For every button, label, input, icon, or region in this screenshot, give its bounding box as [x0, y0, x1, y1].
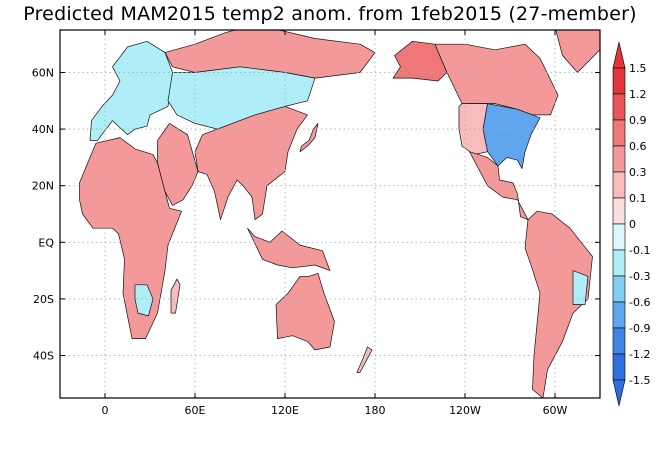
colorbar-band [612, 93, 626, 121]
colorbar-label: -1.5 [629, 374, 650, 387]
colorbar-top-triangle [612, 41, 626, 69]
colorbar-label: -0.1 [629, 244, 650, 257]
lat-tick-label: 40N [32, 123, 54, 136]
colorbar-band [612, 67, 626, 95]
region-madagascar [170, 278, 181, 314]
map-title: Predicted MAM2015 temp2 anom. from 1feb2… [23, 3, 637, 25]
colorbar-label: 0.3 [629, 166, 647, 179]
colorbar-label: 0.1 [629, 192, 647, 205]
colorbar-band [612, 145, 626, 173]
colorbar-label: -0.9 [629, 322, 650, 335]
region-australia [275, 273, 335, 351]
colorbar-band [612, 301, 626, 329]
region-maritime [247, 227, 331, 271]
colorbar-band [612, 223, 626, 251]
colorbar-band [612, 353, 626, 381]
lat-tick-label: 60N [32, 66, 54, 79]
colorbar-band [612, 249, 626, 277]
colorbar-band [612, 275, 626, 303]
region-new-zealand [356, 346, 373, 373]
region-europe [89, 40, 173, 141]
lon-tick-label: 120E [271, 404, 299, 417]
lat-tick-label: 20N [32, 180, 54, 193]
lon-tick-label: 60W [543, 404, 568, 417]
lat-tick-label: 40S [33, 350, 54, 363]
colorbar-bottom-triangle [612, 379, 626, 407]
lat-lon-grid [60, 30, 600, 398]
colorbar-label: 0.6 [629, 140, 647, 153]
colorbar-label: -0.6 [629, 296, 650, 309]
colorbar-band [612, 197, 626, 225]
colorbar-label: -1.2 [629, 348, 650, 361]
region-canada [434, 43, 559, 116]
colorbar-legend: 1.5 1.2 0.9 0.6 0.3 0.1 0 -0.1 -0.3 -0.6 -0.9 -1.2 -… [612, 41, 650, 407]
colorbar-label: 1.2 [629, 88, 647, 101]
colorbar-label: 0.9 [629, 114, 647, 127]
colorbar-label: 1.5 [629, 62, 647, 75]
lon-tick-label: 60E [185, 404, 206, 417]
region-siberia-north [164, 30, 376, 79]
lat-tick-label: 20S [33, 293, 54, 306]
colorbar-band [612, 171, 626, 199]
region-brazil-cool [572, 270, 589, 305]
region-greenland [555, 30, 600, 73]
colorbar-label: -0.3 [629, 270, 650, 283]
map-frame [59, 29, 601, 399]
lon-tick-label: 180 [365, 404, 386, 417]
lon-tick-label: 0 [102, 404, 109, 417]
colorbar-label: 0 [629, 218, 636, 231]
region-japan [299, 123, 319, 153]
region-south-africa-cool [134, 284, 154, 317]
region-western-us [458, 103, 488, 155]
axis-ticks: 60N 40N 20N EQ 20S 40S 0 60E 120E 180 120W 60W [32, 30, 600, 417]
lon-tick-label: 120W [449, 404, 481, 417]
colorbar-band [612, 119, 626, 147]
colorbar-band [612, 327, 626, 355]
land-anomaly-regions [79, 30, 600, 398]
lat-tick-label: EQ [38, 236, 54, 249]
